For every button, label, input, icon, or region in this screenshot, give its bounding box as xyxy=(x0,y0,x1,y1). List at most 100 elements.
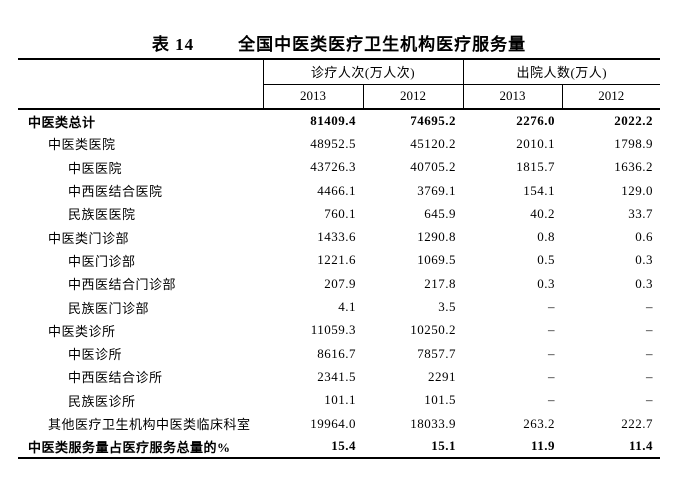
header-year-row: 2013 2012 2013 2012 xyxy=(18,84,660,109)
value-cell: 129.0 xyxy=(621,182,654,198)
value-cell: – xyxy=(646,345,654,361)
value-cell: – xyxy=(646,299,654,315)
table-title-text: 全国中医类医疗卫生机构医疗服务量 xyxy=(238,35,527,54)
value-cell: 3769.1 xyxy=(417,182,457,198)
value-cell: 2341.5 xyxy=(317,368,356,384)
table-row: 民族医诊所 101.1 101.5 – – xyxy=(18,389,660,412)
table-row: 中西医结合诊所 2341.5 2291 – – xyxy=(18,365,660,388)
row-label: 民族医医院 xyxy=(68,207,136,223)
value-cell: – xyxy=(548,392,556,408)
value-cell: 2022.2 xyxy=(614,113,654,129)
table-number-label: 表 14 xyxy=(151,35,195,54)
value-cell: – xyxy=(646,368,654,384)
table-row: 中西医结合医院 4466.1 3769.1 154.1 129.0 xyxy=(18,179,660,202)
table-row: 民族医医院 760.1 645.9 40.2 33.7 xyxy=(18,202,660,225)
year-header-visits-2012: 2012 xyxy=(363,84,464,109)
value-cell: 1069.5 xyxy=(417,252,457,268)
column-group-visits: 诊疗人次(万人次) xyxy=(263,59,464,85)
value-cell: 154.1 xyxy=(523,182,556,198)
value-cell: 0.5 xyxy=(537,252,556,268)
year-header-visits-2013: 2013 xyxy=(263,84,364,109)
header-group-row: 诊疗人次(万人次) 出院人数(万人) xyxy=(18,59,661,109)
value-cell: 74695.2 xyxy=(410,113,457,129)
row-label: 中西医结合医院 xyxy=(68,184,163,200)
value-cell: 2276.0 xyxy=(516,113,556,129)
value-cell: 2291 xyxy=(428,368,457,384)
year-header-discharges-2012: 2012 xyxy=(598,88,625,104)
row-label: 其他医疗卫生机构中医类临床科室 xyxy=(48,417,251,432)
row-label: 中医类服务量占医疗服务总量的% xyxy=(28,439,231,455)
value-cell: 4466.1 xyxy=(317,182,356,198)
value-cell: 101.5 xyxy=(424,392,457,408)
table-header: 诊疗人次(万人次) 出院人数(万人) 2013 2012 2013 2012 xyxy=(18,59,661,109)
value-cell: – xyxy=(646,392,654,408)
value-cell: 1798.9 xyxy=(614,135,654,151)
medical-service-volume-table: 诊疗人次(万人次) 出院人数(万人) 2013 2012 2013 2012 中… xyxy=(18,58,661,460)
value-cell: – xyxy=(646,322,654,338)
value-cell: 0.3 xyxy=(537,275,556,291)
value-cell: 18033.9 xyxy=(410,415,457,431)
table-row: 中西医结合门诊部 207.9 217.8 0.3 0.3 xyxy=(18,272,660,295)
value-cell: 2010.1 xyxy=(516,135,556,151)
table-row: 中医类门诊部 1433.6 1290.8 0.8 0.6 xyxy=(18,225,660,248)
table-row: 其他医疗卫生机构中医类临床科室 19964.0 18033.9 263.2 222.7 xyxy=(18,412,660,435)
column-group-discharges: 出院人数(万人) xyxy=(463,59,661,85)
row-label: 民族医诊所 xyxy=(68,393,136,409)
row-label: 中医类医院 xyxy=(48,137,116,153)
row-label: 中西医结合门诊部 xyxy=(68,277,177,293)
value-cell: 33.7 xyxy=(628,205,654,221)
value-cell: 207.9 xyxy=(324,275,356,291)
value-cell: 0.3 xyxy=(635,252,654,268)
value-cell: 1433.6 xyxy=(317,229,356,245)
value-cell: – xyxy=(548,368,556,384)
value-cell: 645.9 xyxy=(424,205,457,221)
row-label: 中医类总计 xyxy=(28,114,96,130)
value-cell: 15.4 xyxy=(331,438,356,454)
value-cell: 222.7 xyxy=(621,415,654,431)
value-cell: 15.1 xyxy=(431,438,457,454)
value-cell: 43726.3 xyxy=(310,159,356,175)
value-cell: 1815.7 xyxy=(516,159,556,175)
value-cell: 0.6 xyxy=(635,229,654,245)
table-body: 中医类总计 81409.4 74695.2 2276.0 2022.2 中医类医院 4895… xyxy=(18,109,660,458)
table-row: 中医门诊部 1221.6 1069.5 0.5 0.3 xyxy=(18,249,660,272)
value-cell: 40.2 xyxy=(530,205,556,221)
row-label: 中医门诊部 xyxy=(68,253,136,269)
table-row: 中医类服务量占医疗服务总量的% 15.4 15.1 11.9 11.4 xyxy=(18,435,660,458)
value-cell: 1290.8 xyxy=(417,229,457,245)
row-label: 中西医结合诊所 xyxy=(68,370,163,386)
value-cell: – xyxy=(548,322,556,338)
table-row: 中医诊所 8616.7 7857.7 – – xyxy=(18,342,660,365)
year-header-discharges-2013: 2013 xyxy=(463,84,563,109)
value-cell: 0.3 xyxy=(635,275,654,291)
value-cell: – xyxy=(548,345,556,361)
row-label: 中医医院 xyxy=(68,160,123,176)
value-cell: 4.1 xyxy=(338,299,356,315)
table-row: 中医类总计 81409.4 74695.2 2276.0 2022.2 xyxy=(18,109,660,132)
row-label: 民族医门诊部 xyxy=(68,300,150,316)
table-row: 中医类医院 48952.5 45120.2 2010.1 1798.9 xyxy=(18,132,660,155)
value-cell: 11.9 xyxy=(530,438,556,454)
value-cell: 11059.3 xyxy=(310,322,356,338)
value-cell: 0.8 xyxy=(537,229,556,245)
value-cell: 101.1 xyxy=(324,392,356,408)
value-cell: 7857.7 xyxy=(417,345,457,361)
table-title: 表 14 全国中医类医疗卫生机构医疗服务量 xyxy=(18,30,660,55)
row-label: 中医类门诊部 xyxy=(48,230,130,246)
value-cell: 40705.2 xyxy=(410,159,457,175)
table-row: 民族医门诊部 4.1 3.5 – – xyxy=(18,295,660,318)
value-cell: 1636.2 xyxy=(614,159,654,175)
value-cell: 11.4 xyxy=(628,438,654,454)
row-label: 中医诊所 xyxy=(68,347,123,363)
row-label: 中医类诊所 xyxy=(48,323,116,339)
value-cell: 263.2 xyxy=(523,415,556,431)
stub-cell xyxy=(18,59,264,109)
table-row: 中医类诊所 11059.3 10250.2 – – xyxy=(18,319,660,342)
value-cell: 48952.5 xyxy=(310,135,356,151)
value-cell: 19964.0 xyxy=(310,415,356,431)
value-cell: 81409.4 xyxy=(310,113,356,129)
value-cell: 760.1 xyxy=(324,205,356,221)
value-cell: 217.8 xyxy=(424,275,457,291)
value-cell: – xyxy=(548,299,556,315)
